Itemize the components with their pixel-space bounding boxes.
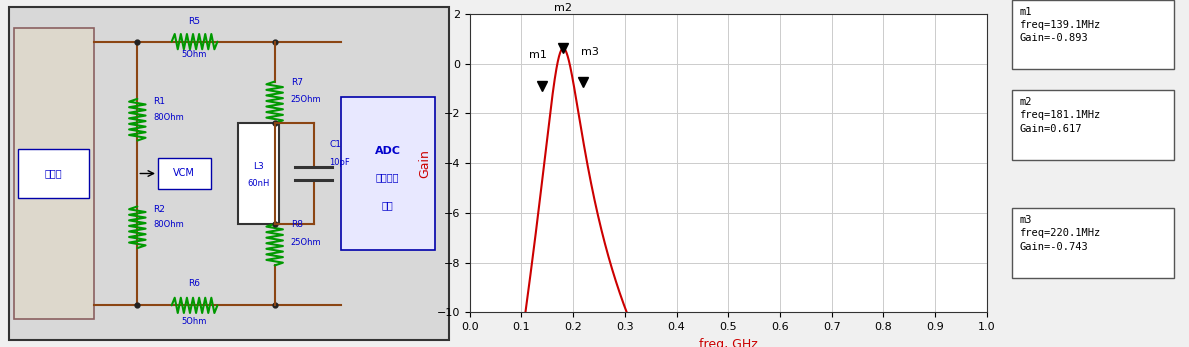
Text: R8: R8: [290, 220, 303, 229]
Bar: [1012, 208, 1175, 278]
Bar: [158, 158, 210, 189]
Text: 80Ohm: 80Ohm: [153, 113, 184, 122]
Bar: [341, 97, 435, 250]
Bar: [1012, 90, 1175, 160]
Text: R2: R2: [153, 205, 165, 214]
Text: m1: m1: [529, 50, 547, 60]
Text: 滤波器: 滤波器: [45, 169, 62, 178]
Y-axis label: Gain: Gain: [419, 149, 430, 178]
Text: m3: m3: [580, 47, 598, 57]
Text: 5Ohm: 5Ohm: [182, 50, 207, 59]
Text: R5: R5: [189, 17, 201, 26]
Text: 5Ohm: 5Ohm: [182, 318, 207, 327]
Text: 10pF: 10pF: [329, 158, 351, 167]
Text: ADC: ADC: [375, 146, 401, 156]
Text: 80Ohm: 80Ohm: [153, 220, 184, 229]
X-axis label: freq, GHz: freq, GHz: [699, 338, 757, 347]
Text: L3: L3: [253, 162, 264, 171]
Text: m3
freq=220.1MHz
Gain=-0.743: m3 freq=220.1MHz Gain=-0.743: [1019, 215, 1101, 252]
Bar: [1012, 0, 1175, 69]
Text: C1: C1: [329, 141, 341, 150]
Text: m1
freq=139.1MHz
Gain=-0.893: m1 freq=139.1MHz Gain=-0.893: [1019, 7, 1101, 43]
Text: 25Ohm: 25Ohm: [290, 95, 321, 104]
Text: R1: R1: [153, 97, 165, 106]
Text: 25Ohm: 25Ohm: [290, 238, 321, 247]
Text: R6: R6: [189, 279, 201, 288]
Text: m2: m2: [554, 3, 572, 14]
Bar: [18, 149, 89, 198]
Bar: [14, 28, 94, 319]
Bar: [238, 123, 279, 224]
Text: m2
freq=181.1MHz
Gain=0.617: m2 freq=181.1MHz Gain=0.617: [1019, 97, 1101, 134]
Text: 模型: 模型: [382, 200, 394, 210]
Text: 等效内阔: 等效内阔: [376, 172, 400, 182]
Text: VCM: VCM: [174, 169, 195, 178]
Text: 60nH: 60nH: [247, 179, 270, 188]
Text: R7: R7: [290, 78, 303, 87]
